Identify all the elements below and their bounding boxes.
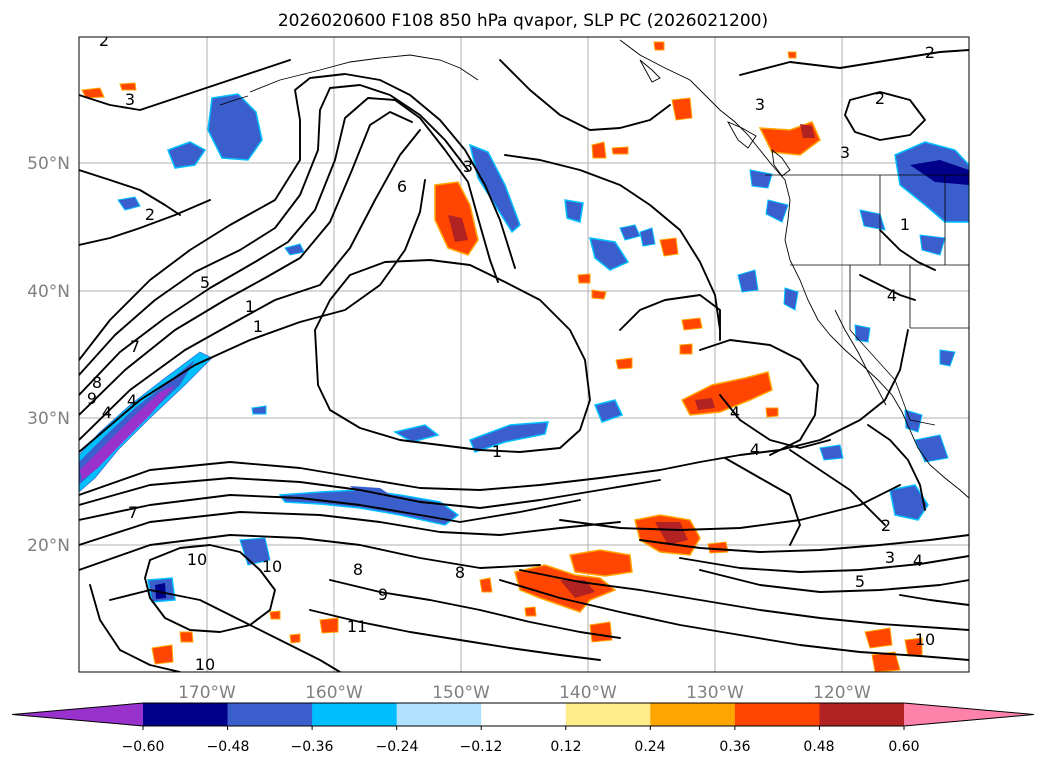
- contour-label: 10: [195, 655, 215, 674]
- lon-label-130w: 130°W: [686, 683, 744, 703]
- colorbar-tick-label: −0.24: [376, 739, 419, 755]
- contour-label: 9: [87, 389, 97, 408]
- colorbar-tick-label: 0.48: [803, 739, 834, 755]
- contour-label: 9: [378, 585, 388, 604]
- map-title: 2026020600 F108 850 hPa qvapor, SLP PC (…: [278, 11, 768, 31]
- colorbar-tick-label: 0.12: [550, 739, 581, 755]
- contour-label: 1: [900, 215, 910, 234]
- contour-label: 4: [127, 391, 137, 410]
- contour-label: 3: [885, 548, 895, 567]
- colorbar-tick-label: 0.60: [888, 739, 919, 755]
- colorbar-segment: [734, 703, 820, 726]
- contour-label: 6: [397, 177, 407, 196]
- lat-label-30n: 30°N: [27, 409, 70, 429]
- contour-label: 3: [463, 157, 473, 176]
- contour-label: 1: [253, 317, 263, 336]
- slp-contours: [79, 49, 969, 672]
- colorbar-extend-right: [904, 703, 1034, 726]
- contour-labels: 2 2 2 2 3 3 3 3 6 5 1 1 7 8 9 4 4 4 4 1 …: [87, 31, 935, 674]
- contour-label: 7: [130, 337, 140, 356]
- colorbar-tick-label: −0.60: [122, 739, 165, 755]
- colorbar-tick-label: 0.36: [719, 739, 750, 755]
- colorbar-segment: [565, 703, 651, 726]
- contour-label: 2: [875, 89, 885, 108]
- lon-label-140w: 140°W: [559, 683, 617, 703]
- contour-label: 3: [755, 95, 765, 114]
- contour-label: 4: [750, 440, 760, 459]
- longitude-labels: 170°W 160°W 150°W 140°W 130°W 120°W: [178, 683, 871, 703]
- contour-label: 3: [125, 90, 135, 109]
- contour-label: 4: [102, 403, 112, 422]
- lat-label-50n: 50°N: [27, 154, 70, 174]
- contour-label: 4: [913, 551, 923, 570]
- colorbar-extend-left: [12, 703, 143, 726]
- contour-label: 2: [99, 31, 109, 50]
- lon-label-170w: 170°W: [178, 683, 236, 703]
- lon-label-160w: 160°W: [305, 683, 363, 703]
- map-area: 2 2 2 2 3 3 3 3 6 5 1 1 7 8 9 4 4 4 4 1 …: [79, 31, 969, 674]
- lon-label-150w: 150°W: [432, 683, 490, 703]
- contour-label: 8: [353, 560, 363, 579]
- lat-label-20n: 20°N: [27, 536, 70, 556]
- contour-label: 5: [200, 273, 210, 292]
- contour-label: 10: [187, 550, 207, 569]
- colorbar-tick-label: −0.48: [207, 739, 250, 755]
- contour-label: 11: [347, 617, 367, 636]
- contour-label: 2: [925, 43, 935, 62]
- contour-label: 1: [492, 442, 502, 461]
- colorbar-segment: [312, 703, 398, 726]
- latitude-labels: 50°N 40°N 30°N 20°N: [27, 154, 70, 556]
- colorbar-segment: [396, 703, 482, 726]
- colorbar: [11, 702, 1035, 730]
- contour-label: 8: [92, 373, 102, 392]
- contour-label: 2: [881, 516, 891, 535]
- contour-label: 8: [455, 563, 465, 582]
- contour-label: 5: [855, 572, 865, 591]
- negative-anomaly-regions: [79, 93, 969, 603]
- lon-label-120w: 120°W: [813, 683, 871, 703]
- colorbar-segment: [143, 703, 229, 726]
- colorbar-tick-label: −0.36: [291, 739, 334, 755]
- contour-label: 2: [145, 205, 155, 224]
- colorbar-tick-labels: −0.60 −0.48 −0.36 −0.24 −0.12 0.12 0.24 …: [122, 739, 920, 755]
- coastlines: [219, 39, 969, 499]
- colorbar-segment: [227, 703, 313, 726]
- contour-label: 7: [128, 503, 138, 522]
- colorbar-segment: [481, 703, 567, 726]
- colorbar-tick-label: 0.24: [634, 739, 665, 755]
- lat-label-40n: 40°N: [27, 282, 70, 302]
- map-frame: [78, 36, 970, 673]
- colorbar-segment: [819, 703, 905, 726]
- colorbar-segment: [650, 703, 736, 726]
- contour-label: 4: [887, 286, 897, 305]
- colorbar-tick-label: −0.12: [460, 739, 503, 755]
- contour-label: 3: [840, 143, 850, 162]
- contour-label: 4: [730, 403, 740, 422]
- contour-label: 10: [262, 557, 282, 576]
- contour-label: 10: [915, 630, 935, 649]
- contour-label: 1: [245, 297, 255, 316]
